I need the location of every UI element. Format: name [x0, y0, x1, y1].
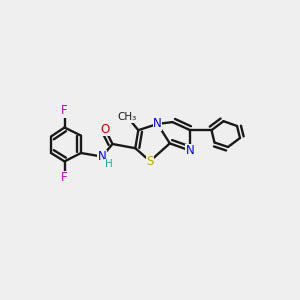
Text: N: N — [153, 117, 162, 130]
Text: N: N — [186, 144, 195, 157]
Text: H: H — [105, 159, 112, 169]
Text: O: O — [100, 122, 109, 136]
Text: S: S — [146, 154, 154, 168]
Text: N: N — [98, 150, 106, 163]
Text: CH₃: CH₃ — [118, 112, 137, 122]
Text: F: F — [61, 171, 68, 184]
Text: F: F — [61, 104, 68, 118]
